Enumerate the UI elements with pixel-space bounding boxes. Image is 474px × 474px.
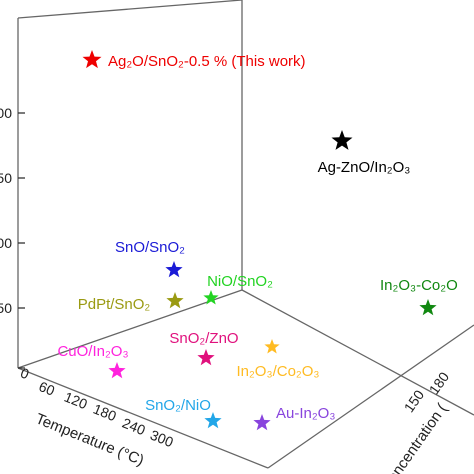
box-edge-top-left	[17, 0, 243, 19]
box-edge-back-floor-left	[17, 289, 243, 369]
point-label: PdPt/SnO₂	[78, 296, 151, 313]
point-star-marker	[204, 412, 222, 429]
point-star-marker	[253, 414, 271, 431]
box-edge-back-floor-right	[241, 289, 474, 416]
x-tick-label: 120	[62, 389, 90, 413]
point-label: In₂O₃/Co₂O₃	[236, 363, 319, 380]
point-star-marker	[264, 339, 280, 354]
point-star-marker	[197, 349, 215, 366]
y-tick-label: 150	[401, 387, 428, 415]
x-tick-label: 180	[91, 401, 119, 425]
point-label: In₂O₃-Co₂O	[380, 277, 458, 294]
point-star-marker	[165, 261, 183, 278]
point-label: SnO/SnO₂	[115, 239, 185, 256]
point-label: Au-In₂O₃	[276, 405, 335, 422]
z-tick-label: 50	[0, 170, 12, 186]
y-tick-label: 180	[426, 369, 453, 397]
point-star-marker	[108, 362, 126, 379]
z-tick-label: 50	[0, 300, 12, 316]
point-star-marker	[331, 130, 353, 150]
point-label: SnO₂/NiO	[145, 397, 211, 414]
point-label: CuO/In₂O₃	[57, 343, 128, 360]
point-star-marker	[419, 299, 437, 316]
point-star-marker	[82, 50, 102, 69]
point-label: NiO/SnO₂	[207, 273, 273, 290]
z-tick-label: 00	[0, 105, 12, 121]
point-star-marker	[166, 292, 184, 309]
z-tick-label: 00	[0, 235, 12, 251]
point-label: Ag₂O/SnO₂-0.5 % (This work)	[108, 53, 306, 70]
box-edge-front-x	[17, 367, 269, 469]
point-star-marker	[203, 290, 219, 305]
plot-box-frame	[17, 0, 474, 469]
point-label: Ag-ZnO/In₂O₃	[318, 159, 411, 176]
point-label: SnO₂/ZnO	[169, 330, 238, 347]
x-tick-label: 60	[37, 378, 58, 399]
chart-points: Ag₂O/SnO₂-0.5 % (This work) Ag-ZnO/In₂O₃ S…	[57, 50, 458, 431]
box-edge-front-y	[267, 324, 474, 469]
